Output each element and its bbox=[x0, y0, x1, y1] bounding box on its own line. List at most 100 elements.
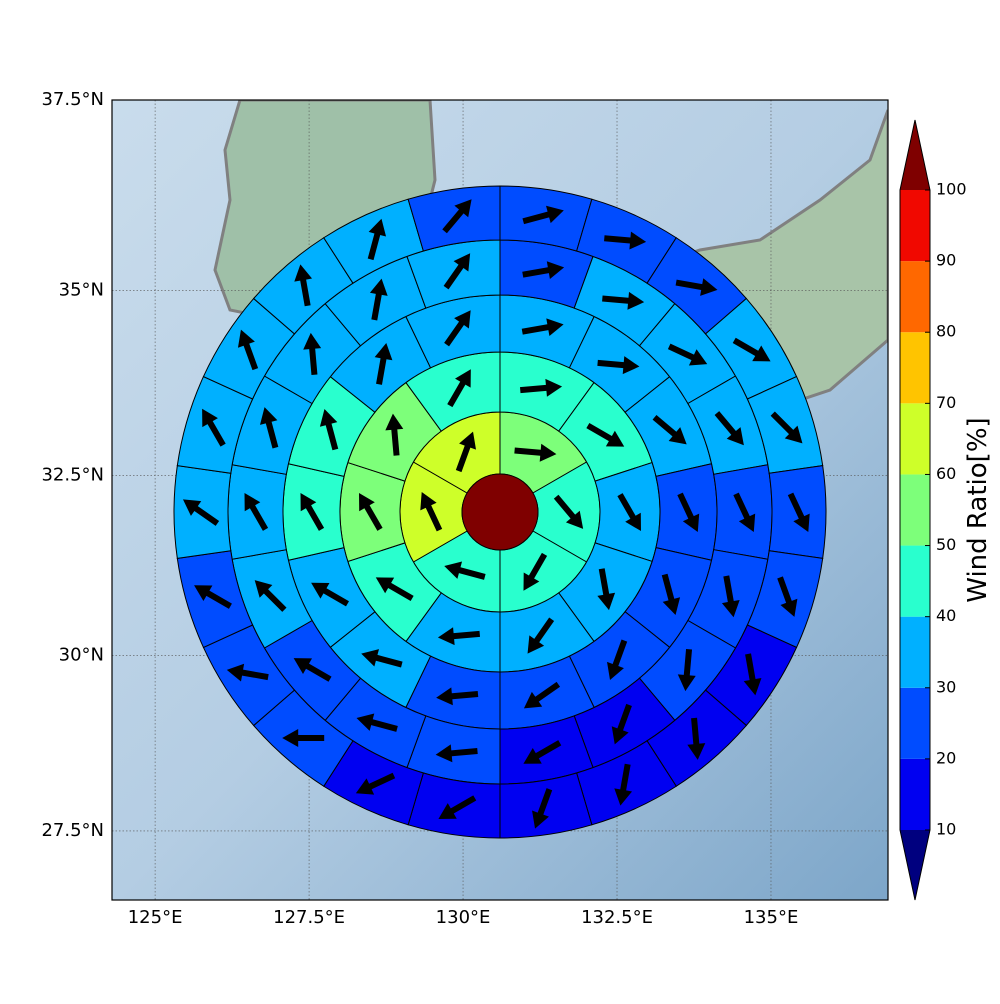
colorbar-band bbox=[900, 545, 930, 617]
wind-arrow bbox=[437, 627, 481, 646]
x-tick-label: 125°E bbox=[128, 907, 183, 928]
wind-arrow bbox=[675, 278, 718, 296]
wind-arrow bbox=[294, 264, 313, 307]
x-tick-label: 130°E bbox=[436, 907, 491, 928]
y-tick-label: 35°N bbox=[59, 280, 104, 301]
wind-arrow bbox=[443, 253, 471, 290]
wind-arrow bbox=[293, 658, 332, 682]
wind-arrow bbox=[254, 580, 287, 612]
wind-arrow bbox=[602, 291, 645, 310]
wind-arrow bbox=[444, 561, 486, 580]
colorbar-tick-label: 30 bbox=[936, 677, 956, 696]
wind-arrow bbox=[442, 199, 472, 234]
colorbar-tick-label: 50 bbox=[936, 535, 956, 554]
center-disk bbox=[461, 473, 539, 551]
wind-arrow bbox=[523, 740, 562, 764]
wind-arrow bbox=[514, 443, 557, 462]
wind-arrow bbox=[361, 649, 403, 668]
wind-arrow bbox=[367, 218, 387, 261]
wind-arrow bbox=[597, 356, 640, 375]
wind-arrow bbox=[743, 653, 762, 696]
wind-arrow bbox=[522, 261, 565, 280]
wind-arrow bbox=[607, 639, 628, 681]
x-tick-label: 127.5°E bbox=[273, 907, 345, 928]
wind-arrow bbox=[244, 492, 269, 531]
wind-arrow bbox=[770, 411, 803, 444]
colorbar-band bbox=[900, 403, 930, 475]
wind-arrow bbox=[661, 573, 681, 616]
wind-arrow bbox=[385, 413, 404, 456]
wind-arrow bbox=[677, 492, 700, 532]
wind-arrow bbox=[532, 788, 553, 829]
wind-arrow bbox=[438, 795, 477, 819]
wind-arrow bbox=[444, 310, 471, 347]
colorbar-tick-label: 90 bbox=[936, 251, 956, 270]
y-tick-label: 32.5°N bbox=[41, 465, 104, 486]
wind-arrow bbox=[777, 576, 798, 617]
wind-arrow bbox=[523, 552, 548, 591]
wind-arrow bbox=[787, 492, 810, 532]
wind-arrow bbox=[614, 763, 633, 806]
colorbar-band bbox=[900, 758, 930, 830]
colorbar-tick-label: 20 bbox=[936, 748, 956, 767]
colorbar-tick-label: 70 bbox=[936, 393, 956, 412]
wind-arrow bbox=[597, 568, 616, 611]
x-tick-label: 132.5°E bbox=[581, 907, 653, 928]
colorbar-band bbox=[900, 190, 930, 262]
wind-arrow bbox=[194, 585, 232, 609]
colorbar-tick-label: 10 bbox=[936, 820, 956, 839]
colorbar-band bbox=[900, 332, 930, 404]
map-frame bbox=[111, 99, 889, 901]
wind-arrow bbox=[714, 411, 744, 446]
wind-arrow bbox=[455, 431, 477, 473]
wind-arrow bbox=[687, 717, 706, 760]
wind-arrow bbox=[586, 422, 625, 447]
wind-arrow bbox=[226, 663, 269, 682]
colorbar-tick-label: 60 bbox=[936, 464, 956, 483]
colorbar: 10 20 30 40 50 60 70 80 90 100 bbox=[899, 119, 967, 901]
wind-arrow bbox=[182, 499, 220, 526]
wind-arrow bbox=[732, 337, 771, 362]
wind-arrow bbox=[447, 369, 471, 408]
wind-arrow bbox=[521, 318, 564, 337]
wind-arrow bbox=[420, 492, 443, 532]
wind-arrow bbox=[523, 681, 561, 709]
wind-arrow bbox=[355, 772, 396, 795]
wind-arrow bbox=[374, 342, 393, 385]
wind-arrow bbox=[553, 494, 584, 529]
wind-arrow bbox=[375, 577, 414, 602]
wind-arrow bbox=[369, 278, 388, 321]
wind-arrow bbox=[436, 687, 479, 706]
wind-arrow bbox=[303, 332, 322, 376]
wind-arrow bbox=[311, 582, 349, 607]
axes: 125°E 127.5°E 130°E 132.5°E 135°E 27.5°N 30°N 3… bbox=[41, 89, 798, 928]
wind-arrow bbox=[359, 492, 383, 531]
wind-arrow bbox=[617, 493, 641, 532]
wind-arrow bbox=[667, 343, 708, 366]
wind-arrow bbox=[522, 205, 564, 225]
colorbar-band bbox=[900, 474, 930, 546]
x-tick-label: 135°E bbox=[744, 907, 799, 928]
colorbar-tick-label: 80 bbox=[936, 322, 956, 341]
wind-arrow bbox=[652, 415, 687, 445]
colorbar-band bbox=[900, 616, 930, 688]
y-tick-label: 37.5°N bbox=[41, 89, 104, 110]
colorbar-extend-high bbox=[900, 120, 930, 190]
colorbar-extend-low bbox=[900, 830, 930, 900]
wind-arrow bbox=[733, 492, 756, 532]
wind-arrow bbox=[519, 378, 563, 397]
wind-arrow bbox=[319, 408, 339, 451]
colorbar-band bbox=[900, 261, 930, 333]
y-tick-label: 27.5°N bbox=[41, 820, 104, 841]
wind-arrow bbox=[435, 744, 478, 763]
wind-arrow bbox=[202, 408, 226, 447]
wind-sectors bbox=[173, 185, 827, 839]
wind-arrow bbox=[604, 231, 647, 250]
colorbar-label: Wind Ratio[%] bbox=[963, 417, 993, 602]
colorbar-tick-label: 100 bbox=[936, 180, 967, 199]
wind-arrow bbox=[721, 575, 740, 618]
wind-arrow bbox=[677, 648, 696, 692]
wind-arrow bbox=[259, 407, 279, 449]
wind-arrow bbox=[282, 728, 325, 747]
